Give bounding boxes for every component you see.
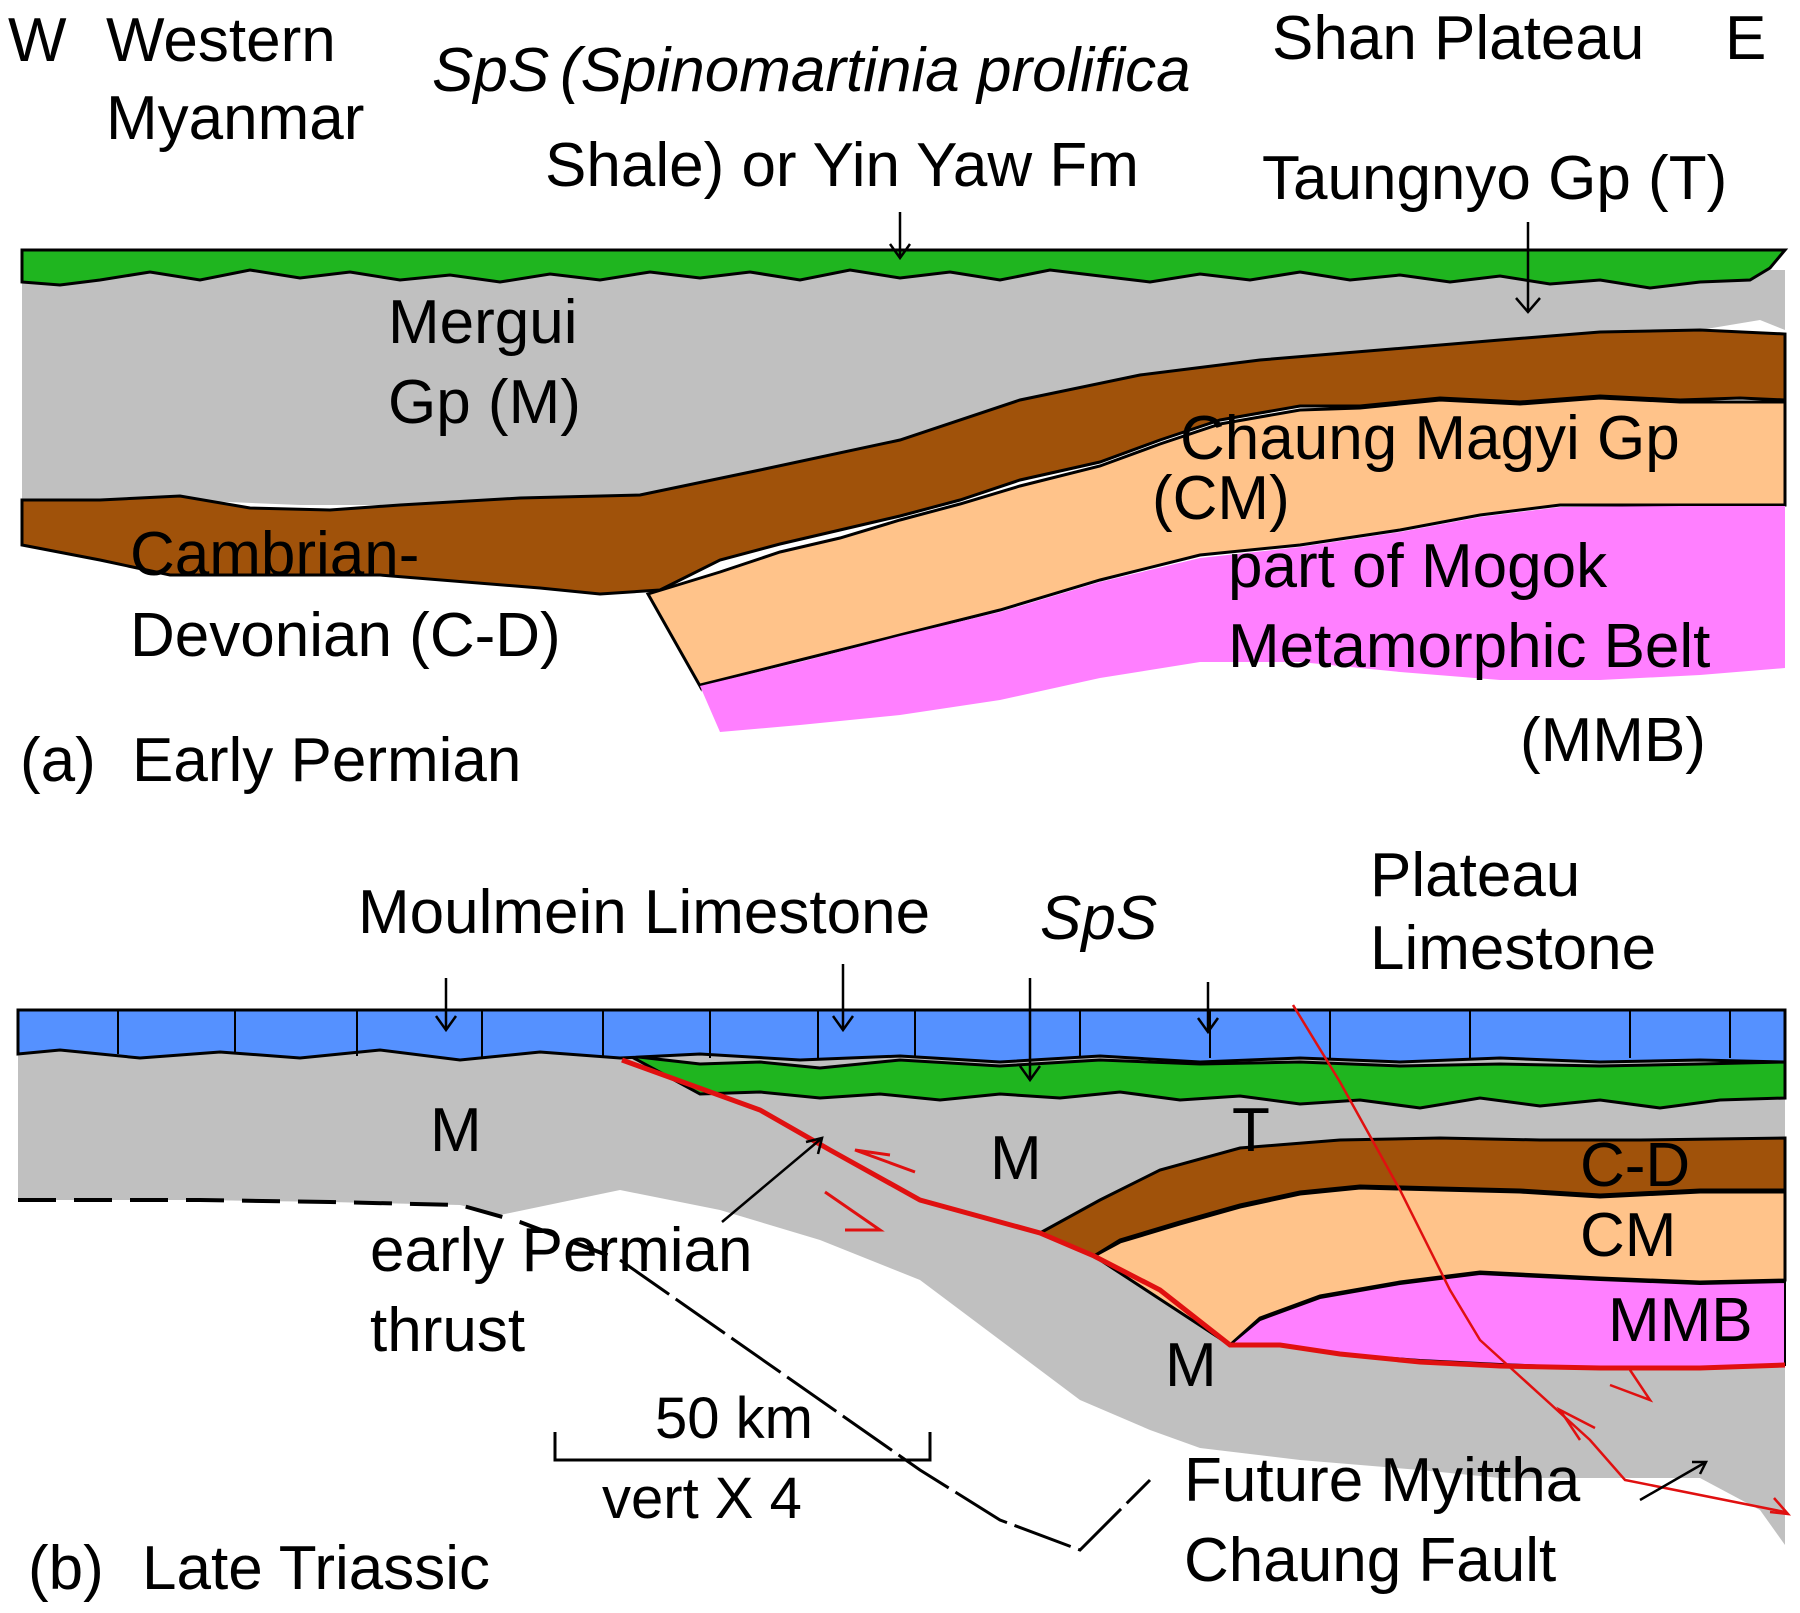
west-direction-label: W	[8, 6, 67, 75]
thrust-label-line1: early Permian	[370, 1216, 753, 1285]
western-myanmar-label-line1: Western	[106, 6, 336, 75]
limestone-layer	[16, 1008, 1787, 1064]
mergui-m-label: M	[1165, 1331, 1217, 1400]
mergui-label-line1: Mergui	[388, 288, 578, 357]
panel-b-letter: (b)	[28, 1534, 104, 1603]
mmb-label-line1: part of Mogok	[1228, 532, 1608, 601]
mergui-label-line2: Gp (M)	[388, 368, 581, 437]
sps-abbrev-label: SpS	[432, 36, 550, 105]
panel-a-letter: (a)	[20, 726, 96, 795]
arrow-down-icon	[434, 978, 458, 1033]
moulmein-limestone-label: Moulmein Limestone	[358, 878, 931, 947]
taungnyo-t-label: T	[1232, 1096, 1270, 1165]
taungnyo-label: Taungnyo Gp (T)	[1262, 144, 1728, 213]
sps-label: SpS	[1040, 884, 1158, 953]
panel-b-title: Late Triassic	[142, 1534, 491, 1603]
mergui-m-label: M	[990, 1124, 1042, 1193]
limestone-ticks	[117, 1010, 1731, 1060]
mmb-label-line3: (MMB)	[1520, 706, 1706, 775]
myittha-fault-label-line1: Future Myittha	[1184, 1446, 1581, 1515]
scale-distance-label: 50 km	[655, 1386, 813, 1451]
arrow-down-icon	[1515, 222, 1541, 314]
mmb-label: MMB	[1608, 1286, 1753, 1355]
sps-shale-layer	[629, 1054, 1787, 1110]
chaung-magyi-layer	[645, 396, 1787, 692]
sps-line2-label: Shale) or Yin Yaw Fm	[545, 131, 1139, 200]
mmb-label-line2: Metamorphic Belt	[1228, 612, 1711, 681]
myittha-fault-line	[1291, 1004, 1786, 1514]
cm-label: CM	[1580, 1201, 1677, 1270]
shear-sense-icon	[1556, 1369, 1654, 1441]
arrow-up-right-icon	[721, 1136, 824, 1223]
cd-label: C-D	[1580, 1131, 1691, 1200]
panel-a-cross-section	[20, 212, 1789, 732]
east-direction-label: E	[1725, 4, 1767, 73]
mmb-layer	[700, 506, 1785, 732]
shan-plateau-label: Shan Plateau	[1272, 4, 1645, 73]
sps-shale-layer	[20, 248, 1789, 290]
arrow-down-icon	[888, 212, 912, 261]
chaung-magyi-label-line1: Chaung Magyi Gp	[1180, 404, 1680, 473]
western-myanmar-label-line2: Myanmar	[106, 84, 365, 153]
shear-sense-icon	[824, 1148, 916, 1232]
plateau-limestone-label-line2: Limestone	[1370, 914, 1657, 983]
mergui-m-label: M	[430, 1096, 482, 1165]
cambrian-devonian-layer	[20, 328, 1787, 596]
scale-vertical-label: vert X 4	[602, 1466, 802, 1531]
sps-fullname-label: (Spinomartinia prolifica	[560, 36, 1191, 105]
myittha-fault-label-line2: Chaung Fault	[1184, 1526, 1557, 1595]
cambrian-label-line1: Cambrian-	[130, 520, 420, 589]
arrow-up-right-icon	[1639, 1460, 1709, 1502]
panel-a-title: Early Permian	[132, 726, 522, 795]
mergui-group-layer	[22, 270, 1785, 505]
chaung-magyi-label-line2: (CM)	[1152, 464, 1290, 533]
cambrian-label-line2: Devonian (C-D)	[130, 601, 561, 670]
arrow-down-icon	[831, 964, 855, 1033]
arrow-down-icon	[1018, 978, 1042, 1083]
arrow-down-icon	[1196, 982, 1220, 1035]
thrust-label-line2: thrust	[370, 1296, 526, 1365]
plateau-limestone-label-line1: Plateau	[1370, 841, 1581, 910]
